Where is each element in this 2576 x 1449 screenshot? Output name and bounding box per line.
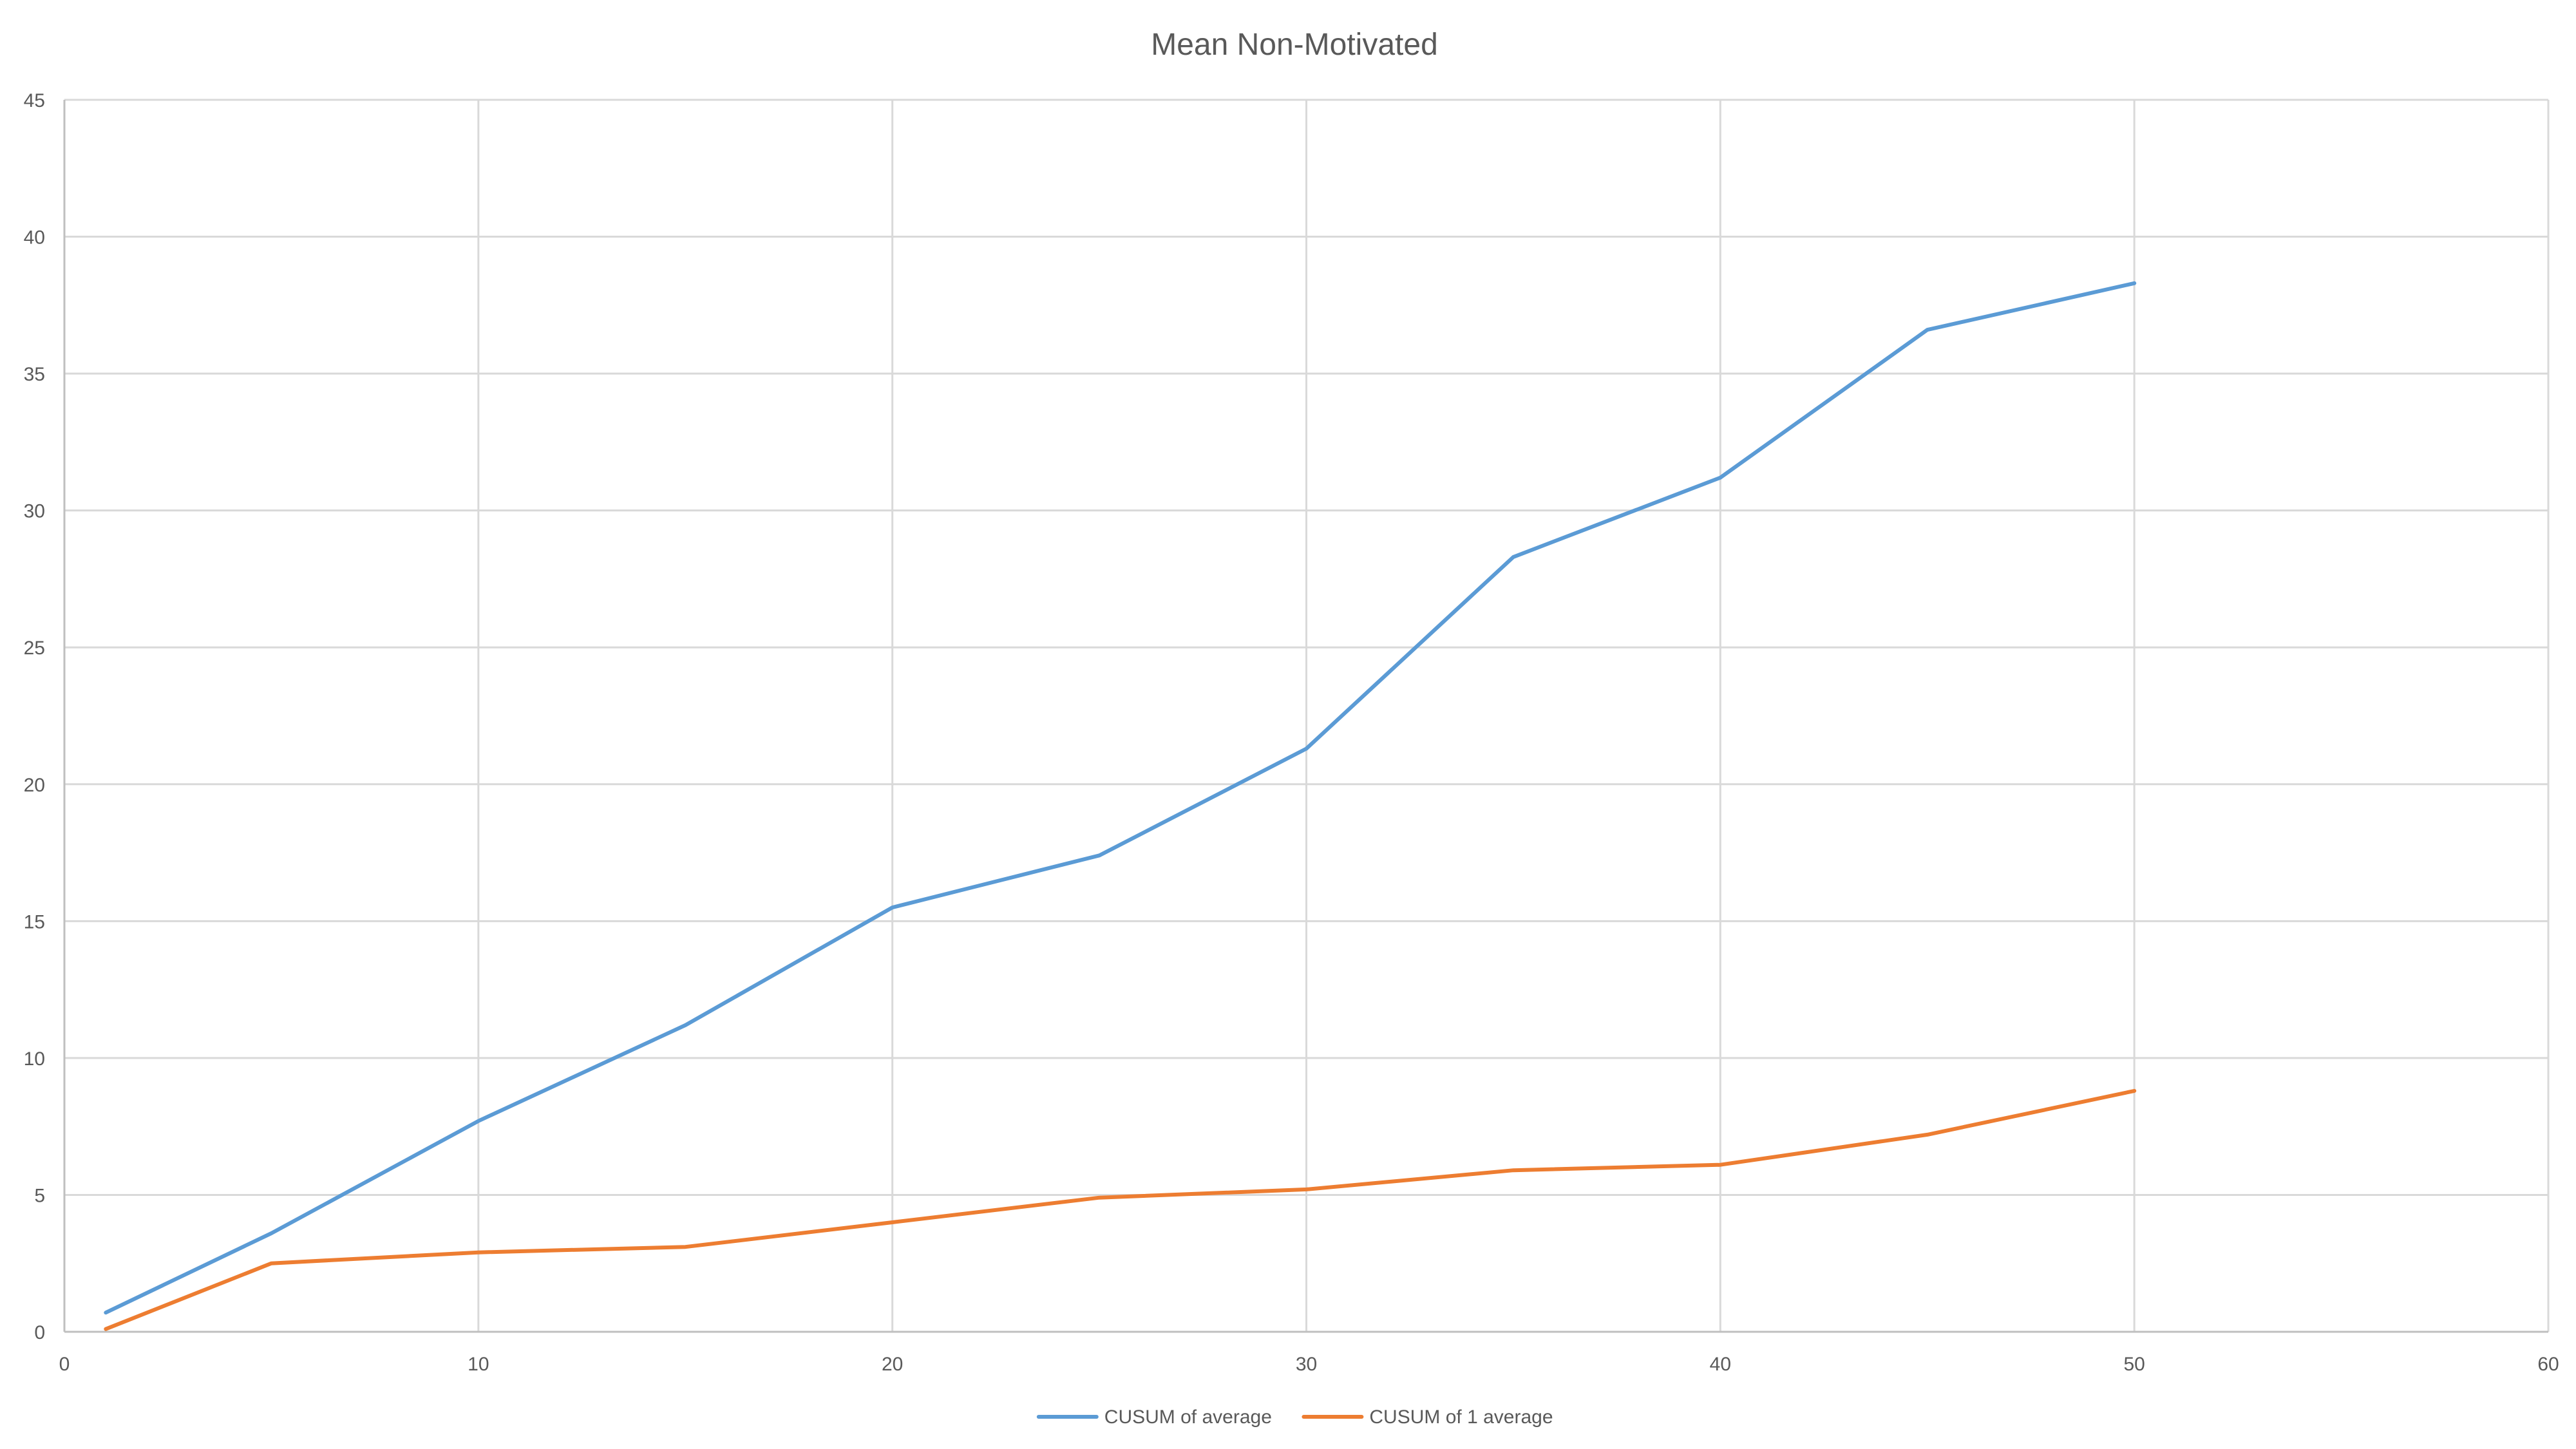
x-tick-label: 10 [468,1354,489,1375]
y-tick-label: 25 [24,638,45,659]
series-line-2 [104,1088,2137,1331]
y-tick-label: 40 [24,227,45,249]
x-tick-label: 40 [1710,1354,1731,1375]
x-tick-label: 60 [2537,1354,2559,1375]
legend-label-1: CUSUM of average [1104,1406,1272,1428]
y-tick-label: 35 [24,364,45,385]
y-tick-label: 45 [24,90,45,111]
x-tick-label: 20 [882,1354,903,1375]
y-tick-label: 20 [24,775,45,796]
x-tick-label: 0 [59,1354,70,1375]
series-lines [104,281,2137,1331]
y-tick-labels: 0 5 10 15 20 25 30 35 40 45 [24,90,45,1343]
x-tick-labels: 0 10 20 30 40 50 60 [59,1354,2559,1375]
x-tick-label: 30 [1296,1354,1317,1375]
chart-title: Mean Non-Motivated [1151,28,1438,62]
legend: CUSUM of average CUSUM of 1 average [1036,1406,1553,1428]
y-tick-label: 10 [24,1048,45,1070]
y-tick-label: 30 [24,501,45,522]
y-tick-label: 5 [34,1185,45,1206]
y-tick-label: 0 [34,1322,45,1343]
x-tick-label: 50 [2123,1354,2145,1375]
y-tick-label: 15 [24,911,45,933]
legend-label-2: CUSUM of 1 average [1369,1406,1553,1428]
gridlines [64,99,2550,1332]
series-line-1 [104,281,2137,1315]
axes [63,100,2548,1333]
